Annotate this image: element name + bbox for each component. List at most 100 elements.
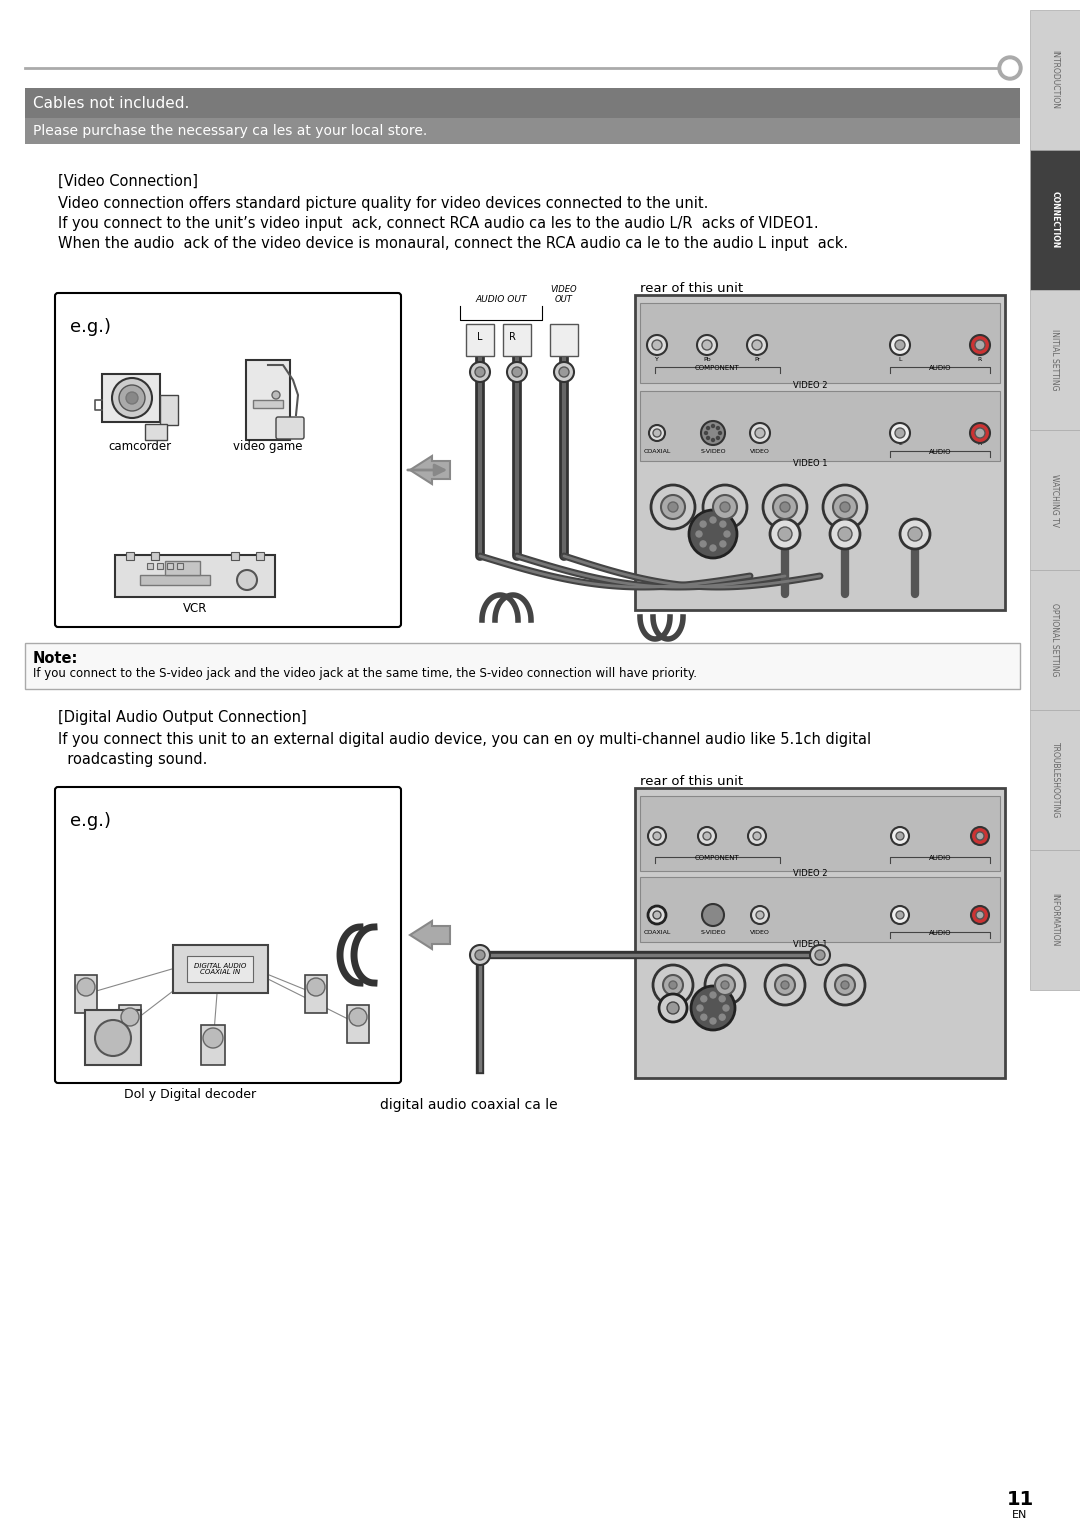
Circle shape [701, 996, 706, 1001]
Circle shape [669, 981, 677, 989]
Circle shape [554, 362, 573, 382]
Circle shape [720, 540, 726, 546]
Bar [1030, 710, 1080, 850]
FancyArrow shape [410, 922, 450, 949]
Text: Pr: Pr [754, 357, 760, 362]
Circle shape [908, 526, 922, 542]
Bar [167, 563, 173, 569]
Text: VIDEO: VIDEO [751, 929, 770, 935]
Text: DIGITAL AUDIO
COAXIAL IN: DIGITAL AUDIO COAXIAL IN [193, 963, 246, 975]
Circle shape [470, 362, 490, 382]
Text: If you connect this unit to an external digital audio device, you can en oy mult: If you connect this unit to an external … [58, 732, 872, 748]
Text: Y: Y [656, 357, 659, 362]
Circle shape [121, 1009, 139, 1025]
Circle shape [1002, 60, 1018, 76]
Bar [503, 324, 531, 356]
Circle shape [349, 1009, 367, 1025]
Circle shape [702, 903, 724, 926]
Text: R: R [509, 333, 515, 342]
Circle shape [723, 1006, 729, 1012]
Circle shape [307, 978, 325, 996]
Bar [640, 797, 1000, 871]
Circle shape [710, 1018, 716, 1024]
Text: e.g.): e.g.) [70, 317, 111, 336]
Circle shape [272, 391, 280, 398]
Circle shape [823, 485, 867, 530]
Circle shape [653, 911, 661, 919]
Bar [231, 552, 239, 560]
Text: 11: 11 [1007, 1489, 1034, 1509]
Circle shape [720, 520, 726, 526]
Circle shape [653, 429, 661, 436]
Circle shape [891, 827, 909, 845]
Bar [1030, 11, 1080, 150]
Circle shape [751, 906, 769, 925]
Text: R: R [977, 441, 982, 446]
Circle shape [841, 981, 849, 989]
Circle shape [704, 432, 707, 435]
Text: TROUBLESHOOTING: TROUBLESHOOTING [1051, 742, 1059, 818]
Circle shape [648, 827, 666, 845]
Circle shape [840, 502, 850, 513]
Text: COMPONENT: COMPONENT [694, 365, 740, 371]
Circle shape [701, 1015, 706, 1021]
Circle shape [691, 986, 735, 1030]
Circle shape [697, 1006, 703, 1012]
Text: AUDIO: AUDIO [929, 855, 951, 861]
Circle shape [559, 366, 569, 377]
Text: OPTIONAL SETTING: OPTIONAL SETTING [1051, 603, 1059, 676]
Circle shape [724, 531, 730, 537]
Bar [640, 877, 1000, 942]
Text: [Video Connection]: [Video Connection] [58, 174, 198, 189]
Bar [85, 1010, 141, 1065]
Text: L: L [899, 357, 902, 362]
Circle shape [689, 510, 737, 559]
Bar [305, 975, 327, 1013]
Circle shape [710, 517, 716, 523]
Bar [1030, 430, 1080, 571]
Bar [256, 552, 264, 560]
Circle shape [976, 832, 984, 839]
Bar [246, 360, 291, 439]
Bar [102, 374, 160, 423]
Circle shape [703, 485, 747, 530]
Circle shape [706, 427, 710, 429]
Circle shape [838, 526, 852, 542]
Bar [1030, 850, 1080, 990]
Circle shape [780, 502, 789, 513]
Circle shape [237, 571, 257, 591]
Circle shape [770, 519, 800, 549]
Circle shape [507, 362, 527, 382]
Circle shape [747, 336, 767, 356]
Circle shape [975, 340, 985, 349]
Circle shape [762, 485, 807, 530]
Text: digital audio coaxial ca le: digital audio coaxial ca le [380, 1099, 557, 1112]
Bar [173, 945, 268, 993]
Circle shape [775, 975, 795, 995]
Circle shape [715, 975, 735, 995]
Circle shape [831, 519, 860, 549]
Circle shape [663, 975, 683, 995]
Bar [1030, 290, 1080, 430]
Bar [165, 562, 200, 575]
Bar [465, 324, 494, 356]
Text: If you connect to the S-video jack and the video jack at the same time, the S-vi: If you connect to the S-video jack and t… [33, 667, 697, 681]
Circle shape [970, 423, 990, 443]
Circle shape [119, 385, 145, 410]
Bar [640, 391, 1000, 461]
Bar [25, 642, 1020, 690]
Circle shape [710, 545, 716, 551]
Circle shape [669, 502, 678, 513]
Text: Dol y Digital decoder: Dol y Digital decoder [124, 1088, 256, 1100]
Circle shape [512, 366, 522, 377]
Circle shape [719, 996, 725, 1001]
Circle shape [705, 964, 745, 1006]
Text: Cables not included.: Cables not included. [33, 96, 189, 110]
Circle shape [700, 520, 706, 526]
Circle shape [835, 975, 855, 995]
Text: R: R [977, 357, 982, 362]
Text: VIDEO 1: VIDEO 1 [793, 940, 827, 949]
Bar [126, 552, 134, 560]
Text: When the audio  ack of the video device is monaural, connect the RCA audio ca le: When the audio ack of the video device i… [58, 237, 848, 250]
Bar [25, 89, 1020, 118]
